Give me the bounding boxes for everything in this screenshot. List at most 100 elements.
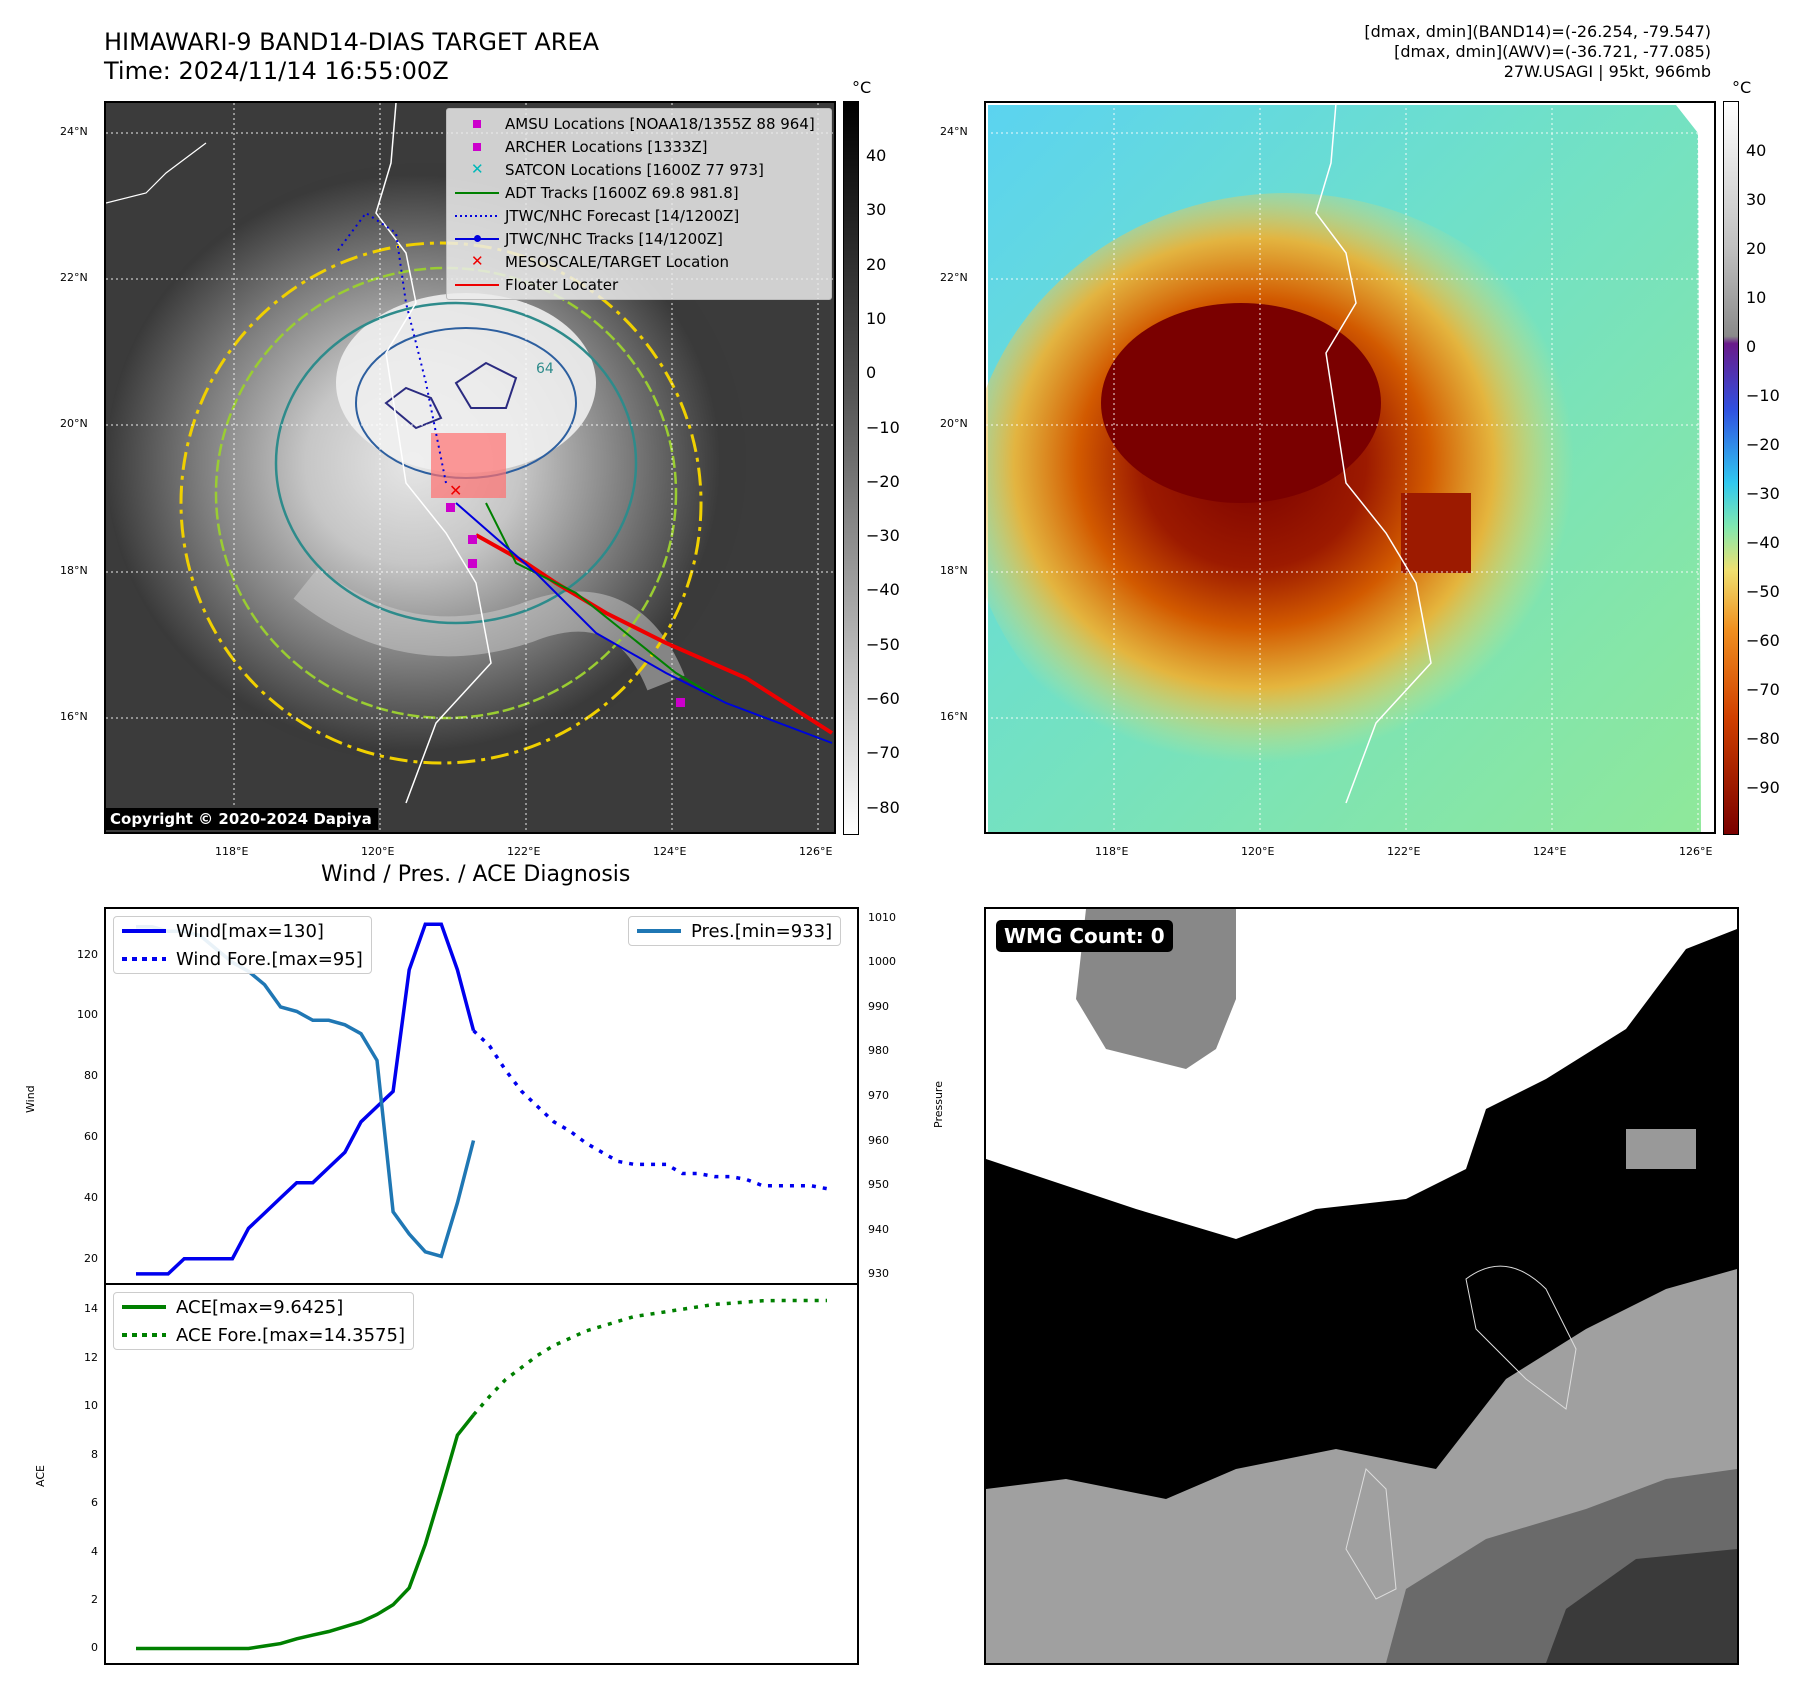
ace-legend-label: ACE[max=9.6425] [176,1296,344,1318]
dmax-awv: [dmax, dmin](AWV)=(-36.721, -77.085) [1394,42,1711,61]
ace-plot [136,1298,827,1651]
lat-label-20n: 20°N [60,417,88,430]
enh-colorbar-tick: 40 [1746,141,1767,160]
enh-colorbar-tick: 20 [1746,239,1767,258]
pressure-axis-tick: 940 [868,1222,889,1236]
wind-ylabel: Wind [24,1085,37,1113]
ir-colorbar-tick: −60 [866,689,900,708]
lat-label-22n: 22°N [60,271,88,284]
rlon-label-122e: 122°E [1387,845,1421,858]
series-line-pres- [136,925,476,1259]
wind-axis-tick: 20 [84,1251,98,1265]
rlat-label-24n: 24°N [940,125,968,138]
ace-axis-tick: 8 [91,1447,98,1461]
enhanced-map-panel [984,101,1716,834]
dmax-band14: [dmax, dmin](BAND14)=(-26.254, -79.547) [1364,22,1711,41]
ace-axis-tick: 4 [91,1544,98,1558]
lon-label-120e: 120°E [361,845,395,858]
ir-colorbar-tick: −40 [866,580,900,600]
enh-colorbar [1723,101,1739,835]
legend-symbol [455,231,499,247]
ir-coastline [375,103,492,804]
ir-colorbar-unit: °C [852,78,872,97]
ir-colorbar-tick: −50 [866,634,900,654]
archer-marker-1 [468,535,477,544]
map-legend-item: AMSU Locations [NOAA18/1355Z 88 964] [455,113,815,135]
rlon-label-120e: 120°E [1241,845,1275,858]
pressure-axis-tick: 950 [868,1178,889,1192]
rlon-label-118e: 118°E [1095,845,1129,858]
amsu-marker [446,503,455,512]
pressure-ylabel: Pressure [932,1081,945,1128]
lat-label-16n: 16°N [60,710,88,723]
legend-symbol [455,208,499,224]
map-legend-item: ✕ SATCON Locations [1600Z 77 973] [455,159,764,181]
legend-label: JTWC/NHC Forecast [14/1200Z] [505,207,740,225]
jtwc-track [455,502,833,744]
legend-label: AMSU Locations [NOAA18/1355Z 88 964] [505,115,815,133]
wind-forecast-legend-label: Wind Fore.[max=95] [176,948,363,970]
enh-colorbar-tick: −30 [1746,484,1780,503]
series-line-ace [136,1413,475,1651]
ir-colorbar-tick: −70 [866,743,900,763]
enh-colorbar-tick: −10 [1746,386,1780,405]
enh-colorbar-tick: 10 [1746,288,1767,307]
lon-label-118e: 118°E [215,845,249,858]
enhanced-coastline [1315,103,1432,804]
enh-colorbar-tick: 0 [1746,337,1757,356]
map-legend-item: ✕ MESOSCALE/TARGET Location [455,251,729,273]
lat-label-18n: 18°N [60,564,88,577]
legend-symbol [455,139,499,155]
wind-legend: Wind[max=130] Wind Fore.[max=95] [113,916,372,974]
ir-colorbar-tick: −20 [866,471,900,491]
map-legend-item: ADT Tracks [1600Z 69.8 981.8] [455,182,739,204]
diagnosis-title: Wind / Pres. / ACE Diagnosis [321,862,631,887]
legend-symbol [455,277,499,293]
enh-colorbar-tick: 30 [1746,190,1767,209]
enh-colorbar-tick: −80 [1746,729,1780,748]
enh-colorbar-tick: −60 [1746,631,1780,650]
legend-label: ARCHER Locations [1333Z] [505,138,708,156]
legend-symbol: ✕ [471,160,484,178]
ir-colorbar-tick: −30 [866,526,900,546]
enh-colorbar-tick: −20 [1746,435,1780,454]
wind-axis-tick: 100 [77,1008,98,1022]
series-line-wind [136,922,476,1276]
intensity-info: [dmax, dmin](BAND14)=(-26.254, -79.547) … [1364,22,1711,82]
enh-colorbar-tick: −50 [1746,582,1780,601]
wind-axis-tick: 120 [77,947,98,961]
rlon-label-126e: 126°E [1679,845,1713,858]
wmg-panel [984,907,1739,1665]
ace-forecast-legend-label: ACE Fore.[max=14.3575] [176,1324,405,1346]
archer-marker-3 [676,698,685,707]
figure-title: HIMAWARI-9 BAND14-DIAS TARGET AREA Time:… [104,28,600,85]
wind-axis-tick: 60 [84,1130,98,1144]
jtwc-forecast-track [335,211,447,484]
ace-legend: ACE[max=9.6425] ACE Fore.[max=14.3575] [113,1292,414,1350]
enh-colorbar-tick: −90 [1746,778,1780,797]
ir-colorbar-tick: 40 [866,146,887,165]
pressure-legend: Pres.[min=933] [628,916,842,946]
pressure-axis-tick: 1000 [868,955,896,969]
ace-axis-tick: 12 [84,1350,98,1364]
archer-marker-2 [468,559,477,568]
ir-colorbar-tick: 20 [866,254,887,274]
ace-axis-tick: 10 [84,1399,98,1413]
rlat-label-16n: 16°N [940,710,968,723]
rlat-label-20n: 20°N [940,417,968,430]
ir-colorbar [843,101,859,835]
enh-colorbar-unit: °C [1732,78,1752,97]
pressure-axis-tick: 990 [868,999,889,1013]
rlon-label-124e: 124°E [1533,845,1567,858]
map-legend: AMSU Locations [NOAA18/1355Z 88 964] ARCH… [446,108,832,300]
ace-axis-tick: 2 [91,1593,98,1606]
wind-legend-label: Wind[max=130] [176,920,324,942]
pressure-axis-tick: 970 [868,1089,889,1102]
lat-label-24n: 24°N [60,125,88,138]
ir-colorbar-tick: −10 [866,417,900,437]
enh-colorbar-tick: −40 [1746,533,1780,552]
ir-colorbar-tick: −80 [866,797,900,817]
ace-axis-tick: 14 [84,1302,98,1316]
enhanced-map-image [986,103,1714,832]
map-legend-item: JTWC/NHC Forecast [14/1200Z] [455,205,739,227]
